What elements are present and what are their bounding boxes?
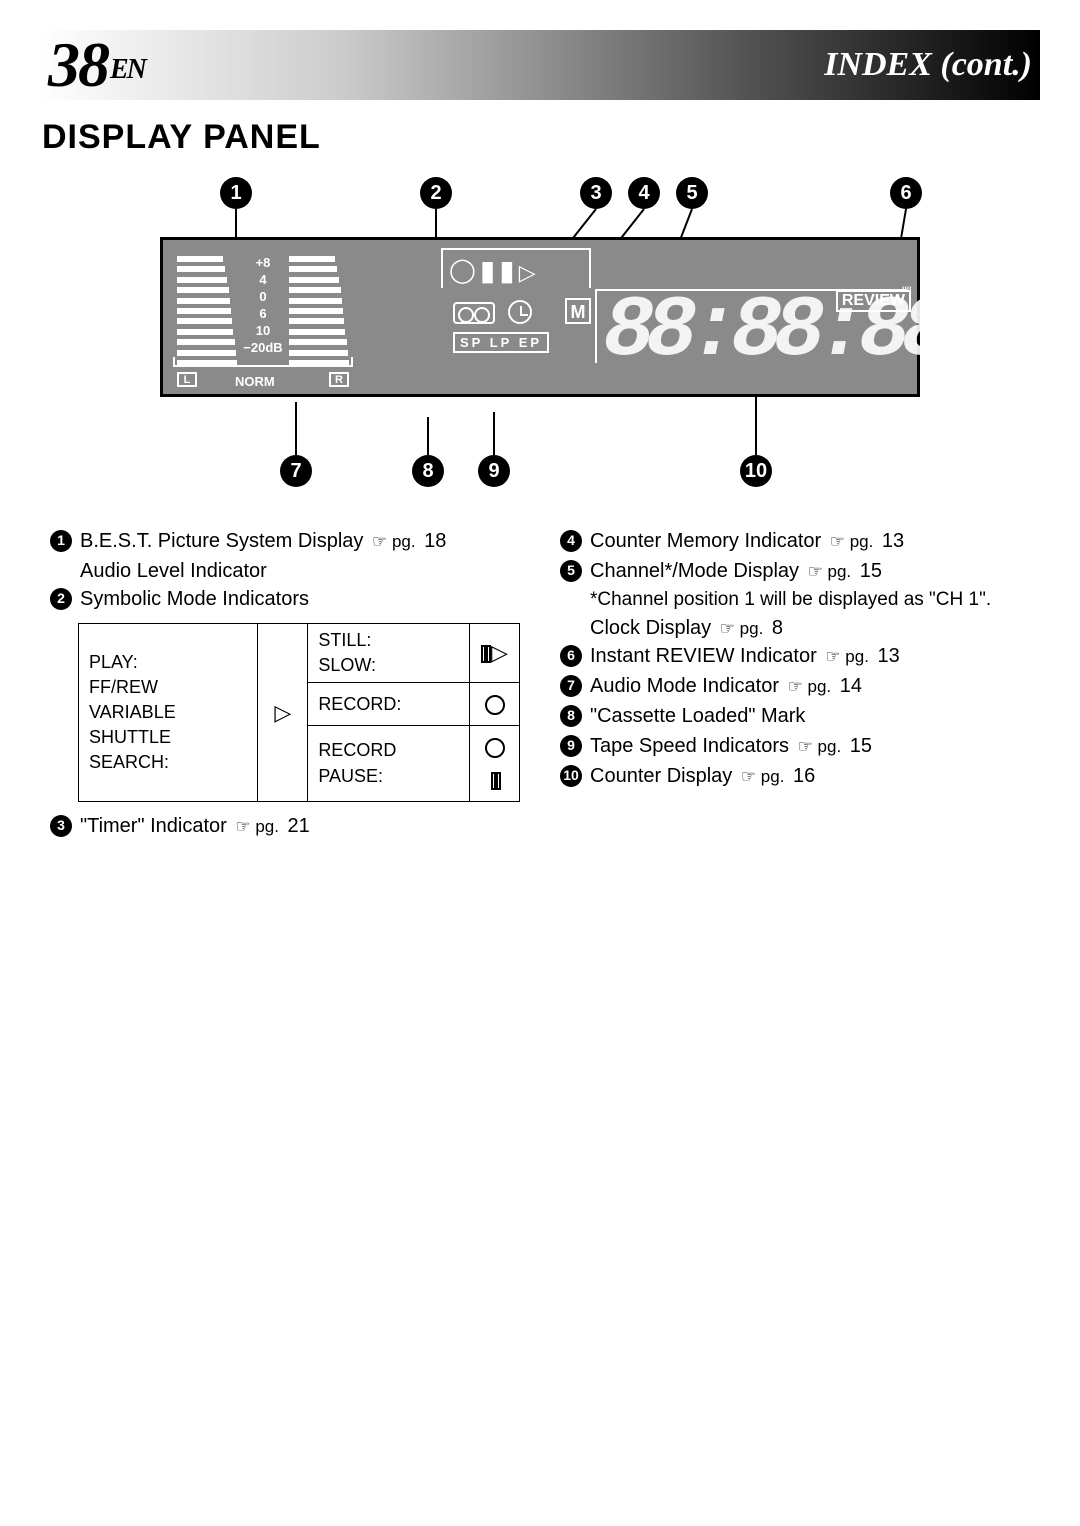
legend-bubble: 6 (560, 645, 582, 667)
vu-bars-right (289, 256, 349, 366)
vu-meter: +840610−20dB L R NORM (177, 252, 437, 387)
memory-m-box: M (565, 298, 591, 324)
legend-item: 6 Instant REVIEW Indicator ☞ pg. 13 (560, 642, 1030, 670)
vu-scale-label: 4 (241, 271, 285, 288)
tape-speed-box: SP LP EP (453, 332, 549, 353)
legend-bubble: 3 (50, 815, 72, 837)
cassette-icon (453, 302, 495, 324)
legend-text: B.E.S.T. Picture System Display ☞ pg. 18 (80, 527, 446, 555)
mode-table: PLAY: FF/REW VARIABLE SHUTTLE SEARCH:▷ST… (78, 623, 520, 802)
vu-scale-label: +8 (241, 254, 285, 271)
page-number: 38EN (48, 28, 145, 102)
vu-scale-label: 0 (241, 288, 285, 305)
display-panel-diagram: 123456 +840610−20dB (100, 177, 980, 487)
page-number-value: 38 (48, 29, 108, 100)
play-symbol: ▷ (258, 624, 308, 802)
mode-row-label: RECORD PAUSE: (308, 725, 470, 801)
vu-scale-label: 10 (241, 322, 285, 339)
legend-item: 8 "Cassette Loaded" Mark (560, 702, 1030, 730)
page-ref-icon: ☞ pg. (788, 675, 832, 699)
callout-7: 7 (280, 455, 312, 487)
legend-left-column: 1 B.E.S.T. Picture System Display ☞ pg. 1… (50, 527, 520, 842)
callout-10: 10 (740, 455, 772, 487)
legend-right-column: 4 Counter Memory Indicator ☞ pg. 13 5 Chann… (560, 527, 1030, 842)
legend-text: "Timer" Indicator ☞ pg. 21 (80, 812, 310, 840)
page-ref-icon: ☞ pg. (798, 735, 842, 759)
vu-left-box: L (177, 372, 197, 387)
counter-digits: 88:88:88 (603, 282, 944, 380)
legend-text: Counter Display ☞ pg. 16 (590, 762, 815, 790)
callout-6: 6 (890, 177, 922, 209)
page-lang: EN (110, 54, 145, 85)
legend-item: 4 Counter Memory Indicator ☞ pg. 13 (560, 527, 1030, 555)
lcd-panel: +840610−20dB L R NORM ◯▮▮▷ SP LP EP M ||… (160, 237, 920, 397)
legend-columns: 1 B.E.S.T. Picture System Display ☞ pg. 1… (40, 527, 1040, 842)
vu-frame (173, 365, 353, 367)
page-ref-icon: ☞ pg. (235, 815, 279, 839)
page-ref-icon: ☞ pg. (830, 530, 874, 554)
legend-text: Tape Speed Indicators ☞ pg. 15 (590, 732, 872, 760)
legend-item: 5 Channel*/Mode Display ☞ pg. 15 (560, 557, 1030, 585)
vu-right-box: R (329, 372, 349, 387)
record-pause-symbol (470, 725, 520, 801)
legend-text: Audio Mode Indicator ☞ pg. 14 (590, 672, 862, 700)
legend-item: 2 Symbolic Mode Indicators (50, 585, 520, 613)
legend-bubble: 1 (50, 530, 72, 552)
mode-row-label: RECORD: (308, 683, 470, 726)
callout-2: 2 (420, 177, 452, 209)
callout-8: 8 (412, 455, 444, 487)
still-symbol: ▷ (470, 624, 520, 683)
page-ref-icon: ☞ pg. (825, 645, 869, 669)
vu-scale-label: 6 (241, 305, 285, 322)
callout-4: 4 (628, 177, 660, 209)
mode-icons: ◯▮▮▷ (449, 254, 540, 287)
legend-bubble: 4 (560, 530, 582, 552)
mode-play-cell: PLAY: FF/REW VARIABLE SHUTTLE SEARCH: (79, 624, 258, 802)
legend-text: "Cassette Loaded" Mark (590, 702, 805, 730)
legend-extra: Clock Display ☞ pg. 8 (590, 614, 1030, 642)
mode-row-label: STILL: SLOW: (308, 624, 470, 683)
legend-bubble: 7 (560, 675, 582, 697)
legend-item: 7 Audio Mode Indicator ☞ pg. 14 (560, 672, 1030, 700)
vu-bars-left (177, 256, 237, 366)
page-ref-icon: ☞ pg. (808, 560, 852, 584)
legend-item: 9 Tape Speed Indicators ☞ pg. 15 (560, 732, 1030, 760)
page-ref-icon: ☞ pg. (741, 765, 785, 789)
legend-bubble: 5 (560, 560, 582, 582)
vu-scale-label: −20dB (241, 339, 285, 356)
legend-item: 10 Counter Display ☞ pg. 16 (560, 762, 1030, 790)
callout-3: 3 (580, 177, 612, 209)
legend-text: Instant REVIEW Indicator ☞ pg. 13 (590, 642, 900, 670)
legend-bubble: 8 (560, 705, 582, 727)
legend-bubble: 10 (560, 765, 582, 787)
legend-text: Channel*/Mode Display ☞ pg. 15 (590, 557, 882, 585)
vu-scale: +840610−20dB (241, 254, 285, 356)
legend-bubble: 2 (50, 588, 72, 610)
timer-icon (508, 300, 532, 324)
section-title: DISPLAY PANEL (42, 118, 1040, 157)
page-header: 38EN INDEX (cont.) (40, 30, 1040, 100)
legend-bubble: 9 (560, 735, 582, 757)
legend-text: Counter Memory Indicator ☞ pg. 13 (590, 527, 904, 555)
callout-9: 9 (478, 455, 510, 487)
vu-norm: NORM (235, 374, 275, 389)
callout-1: 1 (220, 177, 252, 209)
legend-item: 3 "Timer" Indicator ☞ pg. 21 (50, 812, 520, 840)
page-ref-icon: ☞ pg. (372, 530, 416, 554)
legend-item: 1 B.E.S.T. Picture System Display ☞ pg. 1… (50, 527, 520, 555)
page-ref-icon: ☞ pg. (720, 617, 764, 641)
index-heading: INDEX (cont.) (824, 46, 1032, 84)
legend-note: *Channel position 1 will be displayed as… (590, 587, 1030, 614)
callout-5: 5 (676, 177, 708, 209)
legend-text: Symbolic Mode Indicators (80, 585, 309, 613)
legend-extra: Audio Level Indicator (80, 557, 520, 585)
record-symbol (470, 683, 520, 726)
